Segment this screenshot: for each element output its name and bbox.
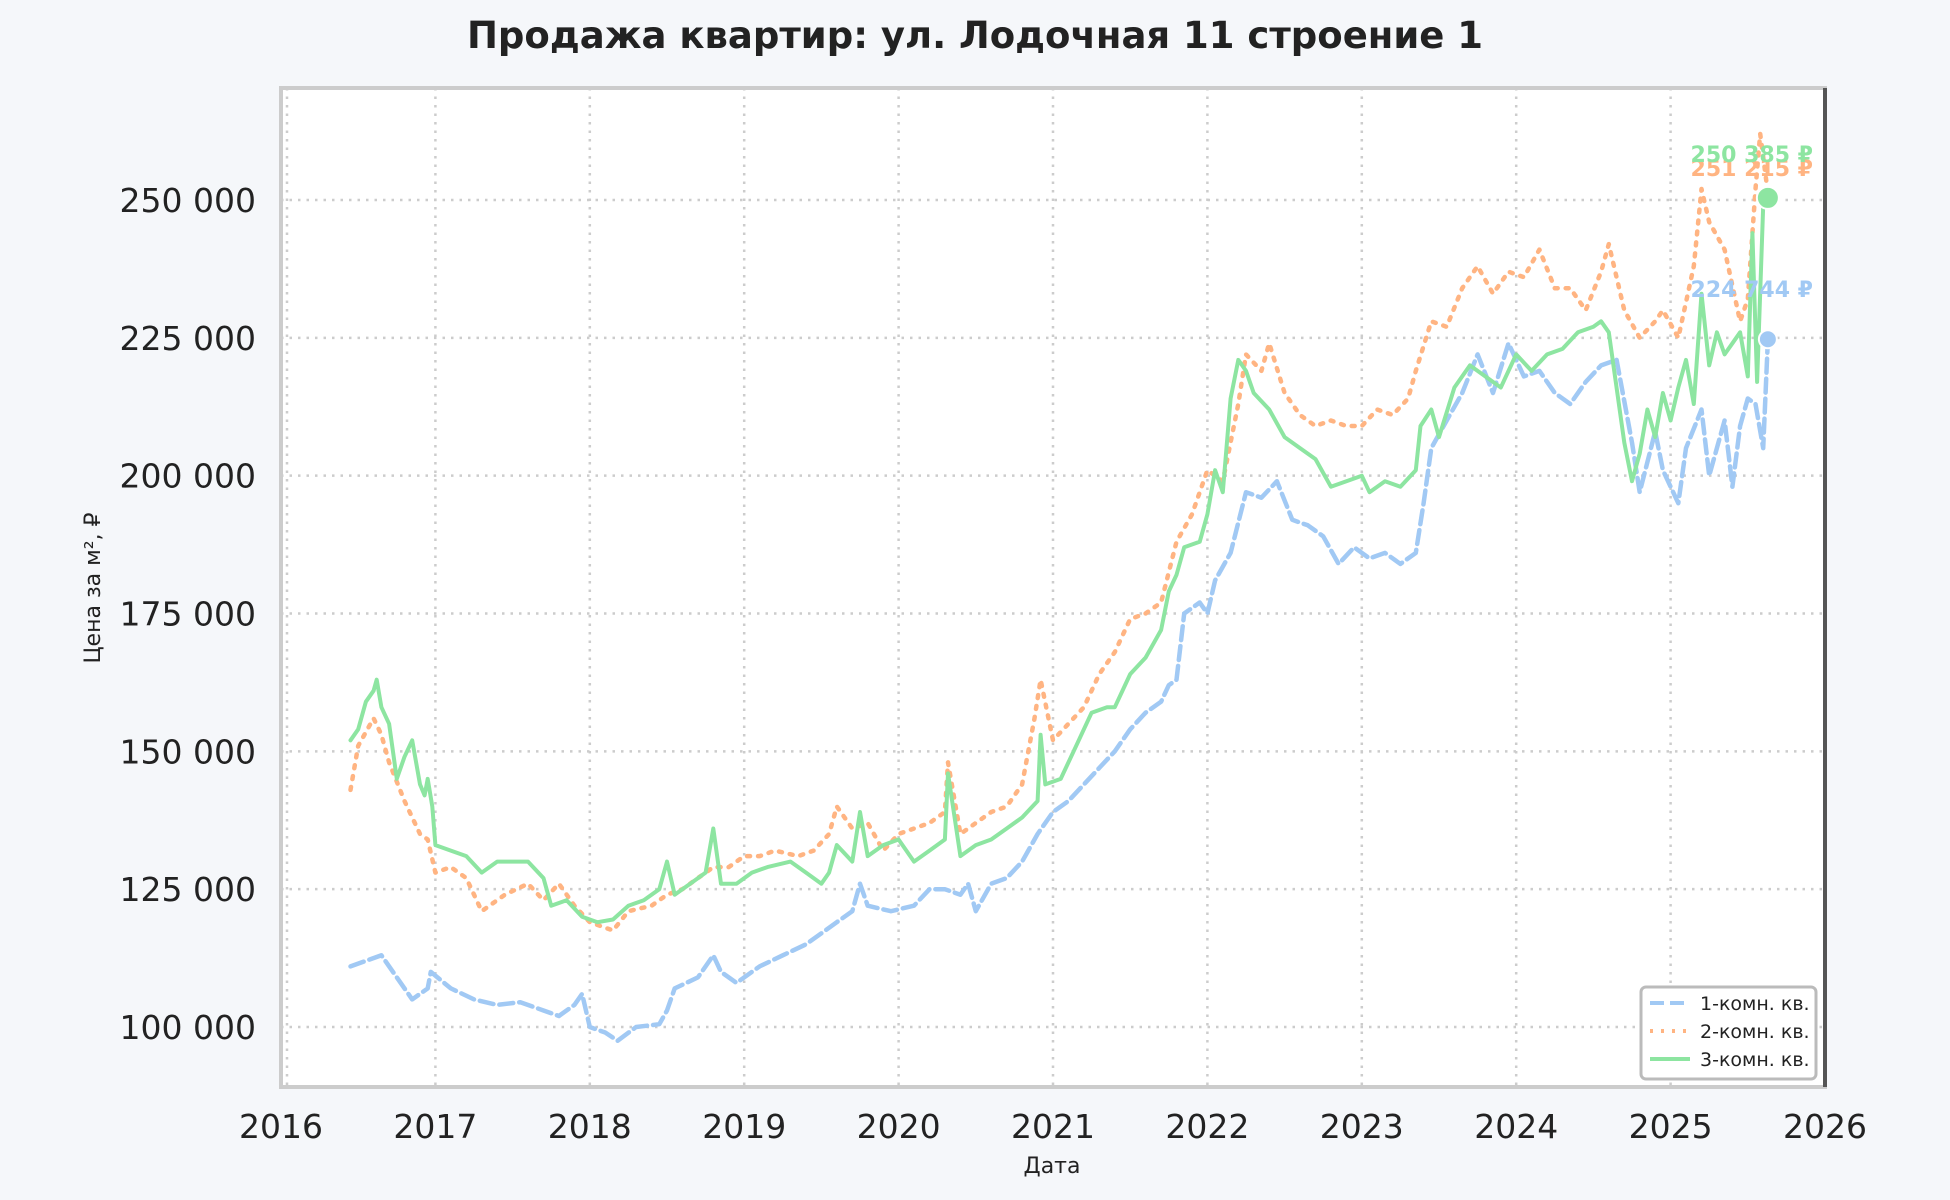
annotations: 224 744 ₽ 251 215 ₽250 385 ₽ [1691,143,1813,350]
y-tick-label: 125 000 [120,870,256,909]
series-line-3 [348,195,1770,925]
y-tick-label: 250 000 [120,181,256,220]
x-tick-label: 2020 [857,1107,941,1146]
x-tick-label: 2022 [1165,1107,1249,1146]
end-marker-3 [1755,185,1780,210]
axis-ticks: 2016 2017 2018 2019 2020 2021 2022 2023 2024 2025… [120,181,1867,1146]
x-tick-label: 2016 [239,1107,323,1146]
x-tick-label: 2026 [1783,1107,1867,1146]
legend-box [1639,985,1818,1081]
last-value-label-1: 224 744 ₽ [1691,278,1813,303]
plot-area [281,88,1825,1087]
chart-title: Продажа квартир: ул. Лодочная 11 строени… [466,14,1484,57]
y-tick-label: 225 000 [120,319,256,358]
x-tick-label: 2021 [1011,1107,1095,1146]
y-tick-label: 175 000 [120,595,256,634]
series-line-2 [348,131,1771,933]
x-tick-label: 2023 [1320,1107,1404,1146]
legend-label-1: 1-комн. кв. [1700,993,1810,1015]
y-tick-label: 100 000 [120,1008,256,1047]
x-tick-label: 2018 [548,1107,632,1146]
y-tick-label: 150 000 [120,732,256,771]
x-tick-label: 2019 [702,1107,786,1146]
x-tick-label: 2024 [1474,1107,1558,1146]
y-tick-label: 200 000 [120,457,256,496]
last-value-label-3: 250 385 ₽ [1691,143,1813,168]
x-tick-label: 2017 [393,1107,477,1146]
series-line-1 [348,336,1771,1044]
legend-label-2: 2-комн. кв. [1700,1021,1810,1043]
x-tick-label: 2025 [1629,1107,1713,1146]
end-marker-1 [1757,329,1778,350]
legend-label-3: 3-комн. кв. [1700,1049,1810,1071]
x-axis-label: Дата [1024,1154,1081,1179]
series-layer [348,131,1771,1044]
grid-lines [281,88,1825,1087]
y-axis-label: Цена за м², ₽ [81,512,106,663]
last-value-label-2: 251 215 ₽ [1691,157,1813,182]
legend: 1-комн. кв. 2-комн. кв. 3-комн. кв. [1639,985,1818,1081]
